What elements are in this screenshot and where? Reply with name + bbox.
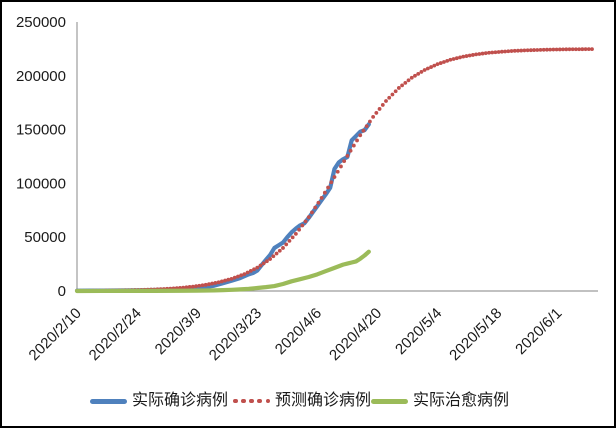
x-axis-tick-label: 2020/5/4 xyxy=(392,305,445,358)
x-axis-tick-label: 2020/6/1 xyxy=(512,305,565,358)
x-axis-tick-label: 2020/3/23 xyxy=(206,305,265,364)
x-axis-tick-label: 2020/5/18 xyxy=(446,305,505,364)
legend-item-predicted-confirmed: 预测确诊病例 xyxy=(228,390,371,412)
x-axis-tick-label: 2020/4/20 xyxy=(326,305,385,364)
x-axis-tick-label: 2020/2/10 xyxy=(26,305,85,364)
legend-line-sample-actual-confirmed xyxy=(90,398,127,404)
legend-dotted-sample-predicted-confirmed xyxy=(233,398,271,404)
legend-label-predicted-confirmed: 预测确诊病例 xyxy=(275,392,372,409)
legend-label-actual-cured: 实际治愈病例 xyxy=(413,392,510,409)
y-axis-tick-label: 50000 xyxy=(24,229,66,246)
legend-item-actual-cured: 实际治愈病例 xyxy=(371,390,509,412)
legend-item-actual-confirmed: 实际确诊病例 xyxy=(90,390,228,412)
y-axis-tick-label: 250000 xyxy=(16,14,66,31)
chart-legend: 实际确诊病例 预测确诊病例 实际治愈病例 xyxy=(90,390,509,412)
y-axis-tick-label: 150000 xyxy=(16,122,66,139)
x-axis-tick-label: 2020/3/9 xyxy=(152,305,205,358)
series-line-0 xyxy=(74,122,371,293)
y-axis-tick-label: 200000 xyxy=(16,68,66,85)
legend-label-actual-confirmed: 实际确诊病例 xyxy=(132,392,229,409)
series-line-2 xyxy=(74,249,371,294)
x-axis-tick-label: 2020/4/6 xyxy=(272,305,325,358)
legend-line-sample-actual-cured xyxy=(371,398,409,404)
y-axis-tick-label: 100000 xyxy=(16,175,66,192)
y-axis-tick-label: 0 xyxy=(58,283,66,300)
x-axis-tick-label: 2020/2/24 xyxy=(86,305,145,364)
